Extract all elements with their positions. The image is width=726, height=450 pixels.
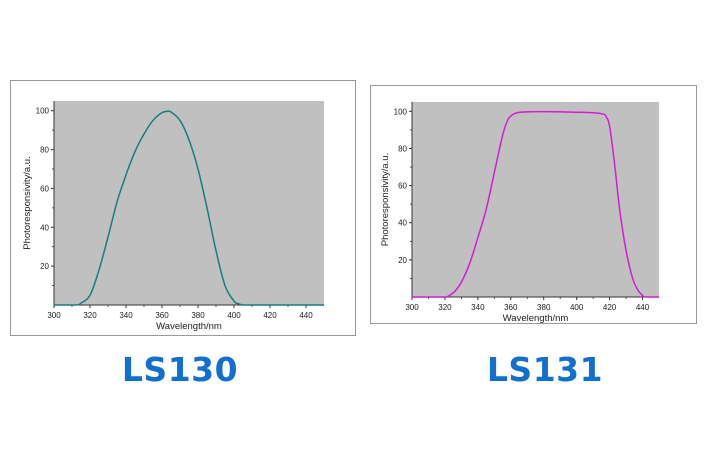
x-tick-label: 300: [47, 311, 61, 320]
x-tick-label: 420: [603, 303, 617, 312]
photoresponsivity-chart-ls131: 300 320 340 360 380 400 420 440 20 40 60 80 100 Wavel…: [380, 102, 659, 324]
series-line: [54, 110, 324, 306]
x-tick-label: 360: [504, 303, 518, 312]
x-tick-label: 400: [570, 303, 584, 312]
y-tick-label: 60: [40, 184, 49, 193]
x-tick-label: 340: [119, 311, 133, 320]
series-line: [411, 110, 659, 298]
x-tick-label: 440: [299, 311, 313, 320]
y-tick-label: 100: [394, 107, 408, 116]
plot-area: [54, 101, 324, 305]
x-tick-label: 320: [83, 311, 97, 320]
y-tick-label: 80: [398, 144, 407, 153]
x-tick-label: 400: [227, 311, 241, 320]
y-tick-label: 20: [40, 262, 49, 271]
x-tick-label: 380: [537, 303, 551, 312]
y-tick-label: 40: [398, 219, 407, 228]
y-axis-label: Photoresponsivity/a.u.: [22, 156, 33, 249]
y-tick-label: 20: [398, 256, 407, 265]
plot-area: [412, 102, 659, 297]
chart-panel-ls131: 300 320 340 360 380 400 420 440 20 40 60 80 100 Wavel…: [370, 85, 697, 324]
y-tick-label: 40: [40, 223, 49, 232]
model-label-ls130: LS130: [121, 350, 239, 389]
x-tick-label: 420: [263, 311, 277, 320]
x-axis-label: Wavelength/nm: [503, 313, 569, 324]
x-tick-label: 340: [471, 303, 485, 312]
x-axis-label: Wavelength/nm: [156, 321, 222, 332]
y-axis-label: Photoresponsivity/a.u.: [380, 153, 391, 246]
model-label-ls131: LS131: [486, 350, 604, 389]
x-tick-label: 380: [191, 311, 205, 320]
x-tick-label: 440: [636, 303, 650, 312]
y-tick-label: 60: [398, 182, 407, 191]
x-tick-label: 300: [405, 303, 419, 312]
chart-panel-ls130: 300 320 340 360 380 400 420 440 20 40 60 80 100 Wavel…: [10, 80, 356, 336]
y-tick-label: 80: [40, 146, 49, 155]
x-tick-label: 320: [438, 303, 452, 312]
x-tick-label: 360: [155, 311, 169, 320]
y-tick-label: 100: [36, 107, 50, 116]
photoresponsivity-chart-ls130: 300 320 340 360 380 400 420 440 20 40 60 80 100 Wavel…: [22, 101, 324, 332]
